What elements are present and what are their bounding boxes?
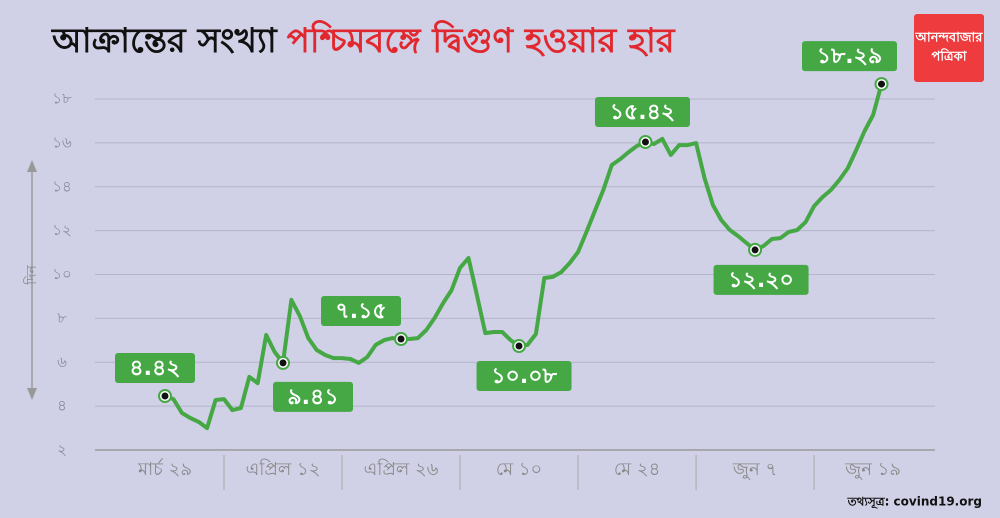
annotation-box <box>273 381 354 412</box>
x-tick-label: এপ্রিল ২৬ <box>364 459 439 480</box>
annotation: ৭.১৫ <box>335 299 386 324</box>
annotation: ১৮.২৯ <box>817 44 883 69</box>
logo-line: আনন্দবাজার <box>915 31 984 46</box>
y-tick-label: ২ <box>57 441 67 459</box>
logo-box <box>914 14 984 82</box>
y-tick-label: ১৬ <box>52 133 72 151</box>
annotation-box <box>713 264 809 295</box>
x-tick-label: জুন ১৯ <box>844 459 901 480</box>
annotation: ১০.০৮ <box>491 364 557 389</box>
y-tick-label: ১২ <box>52 221 72 239</box>
point-marker <box>641 138 649 146</box>
source: তথ্যসূত্র: covind19.org <box>847 495 982 511</box>
annotation-box <box>802 41 897 72</box>
x-tick-label: জুন ৭ <box>732 459 777 480</box>
point-marker <box>279 359 287 367</box>
annotation: ৯.৪১ <box>287 385 338 410</box>
chart-title: আক্রান্তের সংখ্যা পশ্চিমবঙ্গে দ্বিগুণ হওয… <box>51 20 676 61</box>
annotation: ১২.২০ <box>728 268 794 293</box>
annotation: ১৫.৪২ <box>610 100 676 125</box>
x-tick-label: মার্চ ২৯ <box>137 458 192 480</box>
point-marker <box>751 246 759 254</box>
annotation: ৪.৪২ <box>129 356 180 381</box>
x-tick-label: মে ২৪ <box>614 459 660 480</box>
annotation-box <box>321 295 402 326</box>
point-marker <box>161 392 169 400</box>
y-tick-label: ৬ <box>57 353 67 371</box>
annotation-box <box>115 353 195 384</box>
x-tick-label: এপ্রিল ১২ <box>246 459 321 480</box>
y-axis-label: দিন <box>23 264 40 285</box>
point-marker <box>878 80 885 88</box>
point-marker <box>515 342 523 350</box>
logo-line: পত্রিকা <box>932 48 968 65</box>
x-tick-label: মে ১০ <box>496 459 542 480</box>
y-tick-label: ৪ <box>57 397 67 415</box>
point-marker <box>397 335 405 343</box>
y-tick-label: ১০ <box>52 265 72 283</box>
y-tick-label: ৮ <box>57 309 67 327</box>
y-tick-label: ১৪ <box>52 177 71 195</box>
annotation-box <box>476 361 572 392</box>
y-tick-label: ১৮ <box>52 90 72 108</box>
annotation-box <box>594 96 690 127</box>
